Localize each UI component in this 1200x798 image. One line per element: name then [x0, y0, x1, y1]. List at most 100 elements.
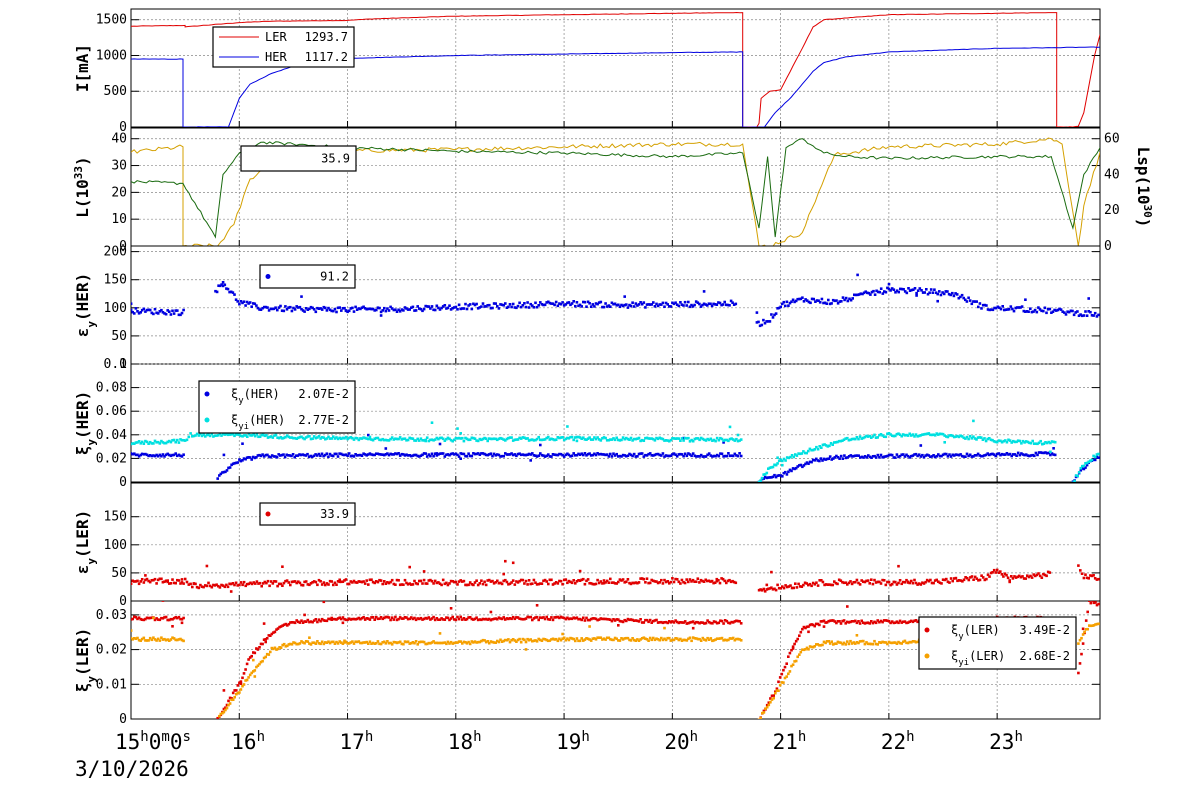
data-point — [688, 305, 692, 309]
data-point — [688, 578, 692, 581]
data-point — [695, 437, 698, 440]
data-point — [464, 454, 467, 458]
data-point — [1000, 573, 1004, 576]
data-point — [505, 580, 509, 584]
data-point — [228, 466, 232, 469]
data-point — [840, 300, 843, 303]
data-point — [911, 581, 915, 585]
data-point — [862, 456, 865, 459]
data-point — [1087, 577, 1090, 580]
data-point — [720, 636, 724, 640]
data-point — [335, 618, 338, 621]
data-point — [272, 307, 276, 311]
data-point — [788, 651, 792, 655]
data-point — [1084, 462, 1087, 465]
data-point — [629, 304, 633, 308]
data-point — [878, 456, 881, 459]
data-point — [688, 621, 692, 624]
data-point — [981, 576, 985, 579]
data-point — [529, 302, 532, 306]
data-point — [805, 625, 809, 629]
data-point — [427, 579, 431, 582]
data-point — [392, 308, 396, 312]
data-point — [594, 638, 598, 641]
data-point — [884, 455, 888, 458]
data-point — [862, 621, 865, 624]
data-point — [371, 453, 375, 457]
data-point — [807, 625, 810, 628]
data-point — [478, 453, 482, 456]
data-point — [140, 308, 144, 312]
data-point — [519, 617, 523, 621]
data-point — [857, 293, 861, 296]
data-point — [365, 437, 368, 440]
data-point — [1017, 306, 1021, 309]
data-point — [919, 434, 923, 437]
data-point — [208, 434, 212, 438]
data-point — [839, 439, 843, 443]
data-point — [1015, 454, 1018, 457]
data-point — [807, 583, 810, 587]
data-point — [976, 436, 980, 439]
data-point — [373, 309, 376, 312]
data-point — [739, 454, 743, 458]
data-point — [994, 306, 998, 310]
data-point — [502, 639, 505, 643]
data-point — [328, 437, 332, 440]
data-point — [513, 617, 517, 621]
data-point — [922, 455, 926, 459]
data-point — [142, 453, 146, 456]
data-point — [231, 291, 235, 294]
data-point — [519, 453, 523, 457]
data-point — [171, 578, 174, 581]
data-point — [362, 616, 365, 619]
data-point — [799, 463, 803, 467]
data-point — [1048, 571, 1052, 574]
data-point — [398, 640, 402, 644]
data-point — [722, 639, 725, 642]
data-point — [278, 625, 281, 629]
data-point — [131, 629, 133, 632]
data-point — [371, 580, 375, 584]
data-point — [242, 434, 246, 437]
data-point — [799, 650, 803, 654]
data-point — [991, 452, 994, 456]
data-point — [499, 581, 502, 585]
data-point — [588, 581, 591, 585]
data-point — [1082, 464, 1086, 468]
data-point — [521, 453, 525, 456]
data-point — [647, 639, 650, 642]
data-point — [483, 580, 486, 584]
data-point — [169, 582, 173, 585]
data-point — [336, 437, 340, 441]
data-point — [558, 637, 561, 641]
data-point — [769, 700, 772, 704]
data-point — [247, 658, 250, 661]
data-point — [467, 438, 470, 442]
data-point — [668, 582, 671, 585]
data-point — [650, 437, 653, 440]
data-point — [890, 453, 894, 457]
data-point — [515, 306, 518, 310]
data-point — [410, 306, 413, 309]
data-point — [228, 702, 232, 705]
data-point — [677, 437, 681, 440]
data-point — [1030, 576, 1034, 579]
data-point — [456, 437, 459, 440]
data-point — [998, 306, 1001, 309]
data-point — [225, 432, 228, 436]
data-point — [723, 454, 727, 458]
data-point — [438, 308, 442, 311]
data-point — [623, 618, 626, 622]
data-point — [433, 579, 437, 583]
data-point — [376, 580, 380, 584]
data-point — [290, 309, 294, 313]
data-point — [967, 578, 971, 582]
data-point — [131, 638, 134, 641]
data-point — [811, 645, 815, 649]
data-point — [767, 701, 771, 704]
data-point — [911, 620, 915, 624]
data-point — [564, 453, 568, 457]
data-point — [764, 707, 767, 711]
data-point — [147, 442, 150, 445]
